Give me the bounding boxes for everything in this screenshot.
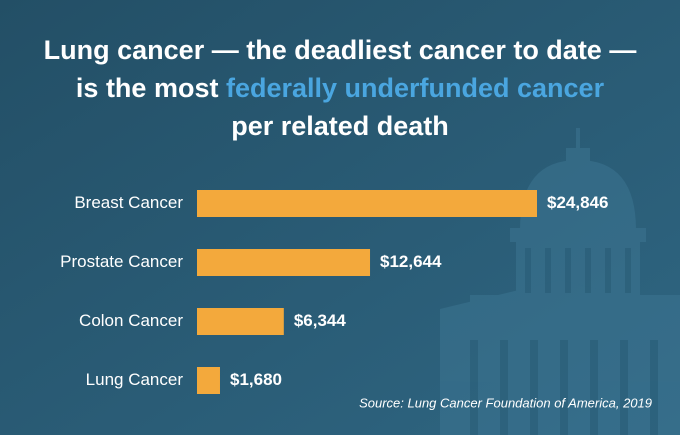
bar [197,367,220,394]
value-label: $6,344 [294,311,347,330]
value-label: $12,644 [380,252,442,271]
capitol-columns [470,248,658,435]
bar [197,249,371,276]
title-line: is the most federally underfunded cancer [76,73,605,103]
title-part: per related death [231,111,449,141]
category-label: Prostate Cancer [60,252,183,271]
bar [197,190,537,217]
title-line: Lung cancer — the deadliest cancer to da… [44,35,637,65]
category-label: Colon Cancer [79,311,183,330]
title-part: Lung cancer — the deadliest cancer to da… [44,35,637,65]
title-part: is the most [76,73,219,103]
title-highlight: federally underfunded cancer [226,73,605,103]
bar [197,308,284,335]
value-label: $24,846 [547,193,608,212]
value-label: $1,680 [230,370,282,389]
capitol-silhouette [440,128,680,435]
title-line: per related death [231,111,449,141]
source: Source: Lung Cancer Foundation of Americ… [359,395,652,410]
title: Lung cancer — the deadliest cancer to da… [44,35,637,141]
category-label: Lung Cancer [86,370,184,389]
category-label: Breast Cancer [74,193,183,212]
